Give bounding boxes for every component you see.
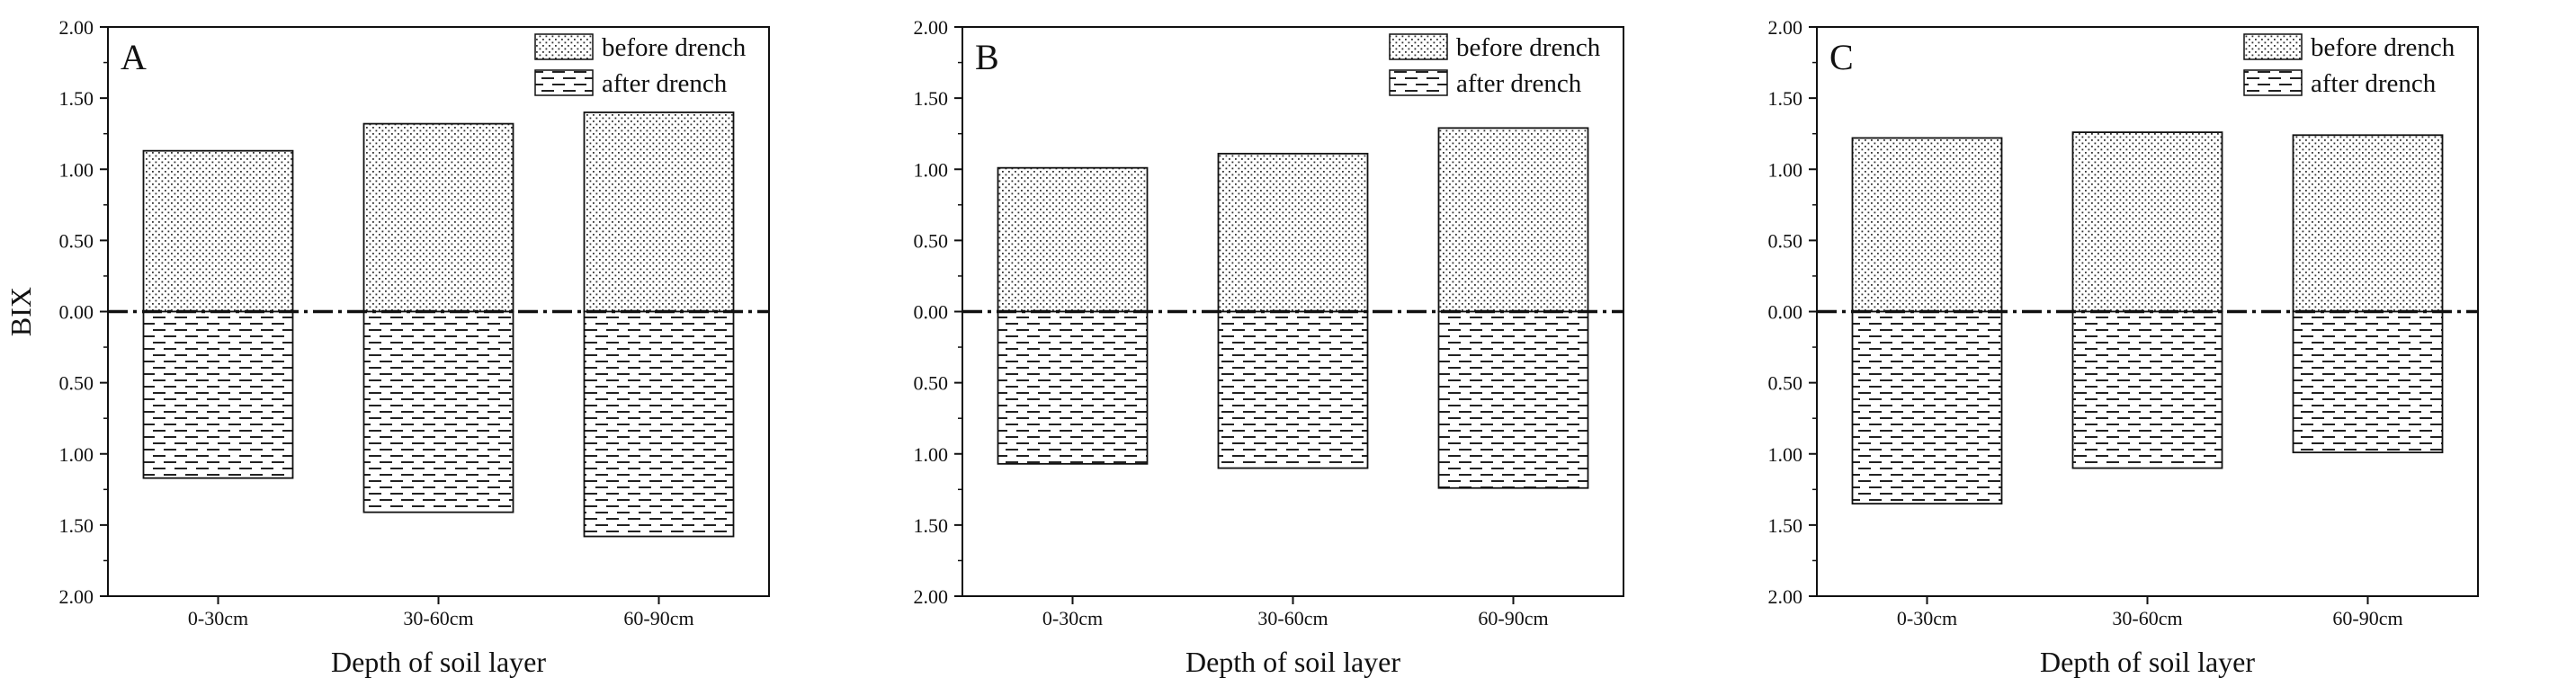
panel-letter: A xyxy=(121,37,147,77)
x-tick-label: 30-60cm xyxy=(1257,607,1328,629)
x-tick-label: 30-60cm xyxy=(2112,607,2182,629)
plot-frame xyxy=(1816,26,2479,597)
x-tick-label: 60-90cm xyxy=(2332,607,2402,629)
bar-after-drench-60-90cm xyxy=(1437,310,1589,489)
y-tick-label: 0.50 xyxy=(59,229,94,252)
y-tick-label: 2.00 xyxy=(59,585,94,608)
y-tick-label: 1.00 xyxy=(1768,443,1803,466)
y-tick-label: 1.50 xyxy=(59,87,94,110)
bar-after-drench-0-30cm xyxy=(142,310,294,479)
y-tick-label: 1.50 xyxy=(1768,87,1803,110)
plot-frame xyxy=(107,26,770,597)
x-tick-label: 30-60cm xyxy=(403,607,473,629)
y-tick-label: 0.50 xyxy=(59,372,94,395)
bar-before-drench-30-60cm xyxy=(2071,131,2223,313)
plot-frame xyxy=(962,26,1624,597)
legend-label-after-drench: after drench xyxy=(2311,69,2437,98)
y-tick-label: 2.00 xyxy=(1768,585,1803,608)
y-tick-label: 1.00 xyxy=(59,158,94,181)
bar-before-drench-60-90cm xyxy=(583,112,735,313)
y-tick-label: 1.00 xyxy=(914,158,949,181)
bar-after-drench-30-60cm xyxy=(1217,310,1369,469)
bar-after-drench-60-90cm xyxy=(2292,310,2444,454)
y-tick-label: 1.50 xyxy=(59,514,94,537)
bar-before-drench-0-30cm xyxy=(1851,137,2003,313)
panel-letter: C xyxy=(1829,37,1854,77)
legend-label-before-drench: before drench xyxy=(2311,33,2455,62)
bar-before-drench-30-60cm xyxy=(362,122,514,313)
x-axis-title: Depth of soil layer xyxy=(331,646,546,678)
legend-swatch-after-drench xyxy=(1389,69,1448,96)
legend-swatch-after-drench xyxy=(534,69,594,96)
bar-before-drench-0-30cm xyxy=(142,149,294,313)
y-tick-label: 1.00 xyxy=(1768,158,1803,181)
x-tick-label: 60-90cm xyxy=(1478,607,1548,629)
bar-after-drench-30-60cm xyxy=(362,310,514,513)
y-tick-label: 2.00 xyxy=(59,16,94,39)
legend-swatch-before-drench xyxy=(2243,33,2303,60)
panel-a: 2.00 1.50 1.00 0.50 0.00 0.50 1.00 1.50 2.00 0-30… xyxy=(4,16,770,678)
legend-label-after-drench: after drench xyxy=(1456,69,1582,98)
y-tick-label: 0.00 xyxy=(914,301,949,324)
y-tick-label: 1.50 xyxy=(914,514,949,537)
y-tick-label: 1.00 xyxy=(59,443,94,466)
x-tick-label: 0-30cm xyxy=(1897,607,1957,629)
y-axis-title: BIX xyxy=(4,287,37,336)
bar-before-drench-60-90cm xyxy=(1437,127,1589,313)
x-axis-title: Depth of soil layer xyxy=(2040,646,2255,678)
y-tick-label: 2.00 xyxy=(1768,16,1803,39)
y-tick-label: 1.50 xyxy=(914,87,949,110)
y-tick-label: 0.50 xyxy=(1768,372,1803,395)
x-tick-label: 0-30cm xyxy=(1042,607,1103,629)
y-tick-label: 0.50 xyxy=(914,372,949,395)
y-tick-label: 2.00 xyxy=(914,585,949,608)
legend-label-before-drench: before drench xyxy=(1456,33,1601,62)
x-tick-label: 0-30cm xyxy=(188,607,248,629)
bar-before-drench-0-30cm xyxy=(997,166,1149,313)
panel-c: 2.00 1.50 1.00 0.50 0.00 0.50 1.00 1.50 2.00 0-30… xyxy=(1768,16,2479,678)
y-tick-label: 0.50 xyxy=(1768,229,1803,252)
panel-letter: B xyxy=(975,37,999,77)
bar-after-drench-0-30cm xyxy=(1851,310,2003,505)
y-tick-label: 1.50 xyxy=(1768,514,1803,537)
legend-label-after-drench: after drench xyxy=(602,69,728,98)
bar-after-drench-60-90cm xyxy=(583,310,735,538)
x-axis-title: Depth of soil layer xyxy=(1185,646,1400,678)
legend-swatch-before-drench xyxy=(534,33,594,60)
legend-swatch-after-drench xyxy=(2243,69,2303,96)
bar-before-drench-30-60cm xyxy=(1217,152,1369,313)
y-tick-label: 0.00 xyxy=(1768,301,1803,324)
y-tick-label: 2.00 xyxy=(914,16,949,39)
bar-after-drench-0-30cm xyxy=(997,310,1149,465)
bar-after-drench-30-60cm xyxy=(2071,310,2223,469)
legend-swatch-before-drench xyxy=(1389,33,1448,60)
panel-b: 2.00 1.50 1.00 0.50 0.00 0.50 1.00 1.50 2.00 0-30… xyxy=(914,16,1624,678)
legend-label-before-drench: before drench xyxy=(602,33,747,62)
bar-before-drench-60-90cm xyxy=(2292,134,2444,313)
y-tick-label: 0.00 xyxy=(59,301,94,324)
y-tick-label: 1.00 xyxy=(914,443,949,466)
y-tick-label: 0.50 xyxy=(914,229,949,252)
x-tick-label: 60-90cm xyxy=(623,607,693,629)
